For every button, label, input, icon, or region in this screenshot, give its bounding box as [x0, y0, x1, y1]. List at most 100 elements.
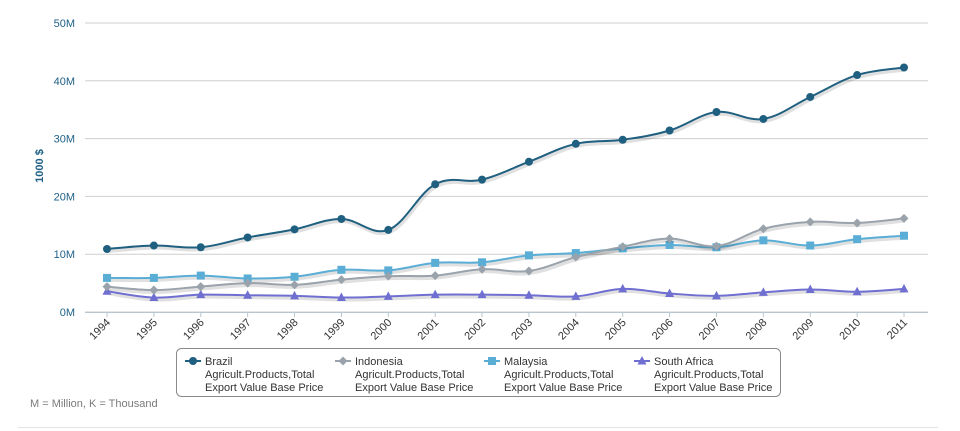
data-point [431, 258, 440, 267]
data-point [665, 288, 675, 298]
legend-marker [637, 356, 647, 365]
data-point [571, 252, 581, 262]
x-tick-label: 2000 [369, 317, 395, 343]
data-point [290, 272, 299, 281]
data-point [524, 266, 534, 276]
data-point [711, 290, 721, 300]
x-tick-label: 2009 [791, 317, 817, 343]
data-point [852, 218, 862, 228]
data-point [853, 71, 862, 80]
data-point [384, 266, 393, 275]
data-point [712, 108, 721, 117]
data-point [665, 126, 674, 135]
data-point [243, 290, 253, 299]
x-tick-label: 2004 [556, 317, 582, 343]
x-tick-label: 2005 [603, 317, 629, 343]
series-malaysia [103, 231, 908, 283]
data-point [243, 233, 252, 242]
legend-label: Export Value Base Price [504, 382, 622, 394]
data-point [571, 291, 581, 300]
data-point [524, 251, 533, 260]
legend-label: Agricult.Products,Total [205, 369, 314, 381]
data-point [618, 242, 628, 252]
data-point [103, 244, 111, 253]
data-point [900, 63, 908, 72]
data-point [758, 287, 768, 296]
legend-label: South Africa [654, 356, 714, 368]
data-point [290, 225, 299, 234]
x-tick-label: 1998 [275, 317, 301, 343]
data-point [618, 283, 628, 293]
x-axis: 1994 1995 1996 1997 1998 1999 2000 2001 2002 2003… [85, 312, 928, 342]
x-tick-label: 2001 [415, 317, 441, 343]
data-point [805, 284, 815, 293]
data-point [290, 290, 300, 300]
series-south-africa [102, 283, 909, 302]
series-indonesia [102, 213, 909, 295]
legend-marker [338, 356, 348, 366]
data-point [853, 235, 862, 244]
legend-label: Agricult.Products,Total [654, 369, 763, 381]
data-point [477, 289, 487, 299]
data-point [571, 139, 580, 148]
x-tick-label: 1995 [134, 317, 160, 343]
x-tick-label: 2006 [650, 317, 676, 343]
x-tick-label: 2007 [697, 317, 723, 343]
legend-label: Agricult.Products,Total [504, 369, 613, 381]
data-point [711, 241, 721, 251]
data-point [149, 292, 159, 302]
data-point [524, 290, 534, 299]
x-tick-label: 1999 [322, 317, 348, 343]
x-tick-label: 2008 [744, 317, 770, 343]
data-point [290, 280, 300, 290]
data-point [806, 92, 815, 101]
data-point [383, 271, 393, 281]
data-point [758, 224, 768, 234]
data-point [477, 264, 487, 274]
data-point [383, 291, 393, 300]
y-tick-label: 50M [54, 18, 75, 30]
data-point [478, 175, 487, 184]
legend-item-south-africa[interactable]: South AfricaAgricult.Products,TotalExpor… [634, 356, 772, 394]
data-point [524, 157, 533, 166]
data-point [899, 213, 909, 223]
x-tick-label: 2003 [509, 317, 535, 343]
data-point [102, 282, 112, 292]
legend-marker [488, 357, 496, 365]
y-tick-label: 30M [54, 134, 75, 146]
data-point [759, 236, 768, 245]
series-line [106, 66, 905, 250]
legend-label: Malaysia [504, 356, 548, 368]
legend-label: Export Value Base Price [654, 382, 772, 394]
data-point [243, 274, 252, 283]
legend-label: Agricult.Products,Total [355, 369, 464, 381]
series-layer [102, 63, 909, 302]
data-point [900, 231, 908, 240]
legend-label: Export Value Base Price [205, 382, 323, 394]
data-point [805, 217, 815, 227]
legend-label: Export Value Base Price [355, 382, 473, 394]
legend-label: Indonesia [355, 356, 404, 368]
data-point [431, 180, 440, 189]
divider [18, 427, 938, 428]
data-point [149, 273, 158, 282]
data-point [196, 243, 205, 252]
x-tick-label: 2002 [462, 317, 488, 343]
data-point [196, 289, 206, 299]
x-tick-label: 1994 [87, 317, 113, 343]
y-tick-label: 10M [54, 249, 75, 261]
x-tick-label: 2010 [837, 317, 863, 343]
data-point [196, 271, 205, 280]
x-tick-label: 2011 [885, 317, 910, 342]
series-line [106, 287, 905, 299]
legend-box [176, 348, 781, 397]
y-tick-label: 40M [54, 76, 75, 88]
x-tick-label: 1996 [181, 317, 207, 343]
data-point [384, 225, 393, 234]
data-point [149, 241, 158, 250]
data-point [478, 258, 487, 267]
